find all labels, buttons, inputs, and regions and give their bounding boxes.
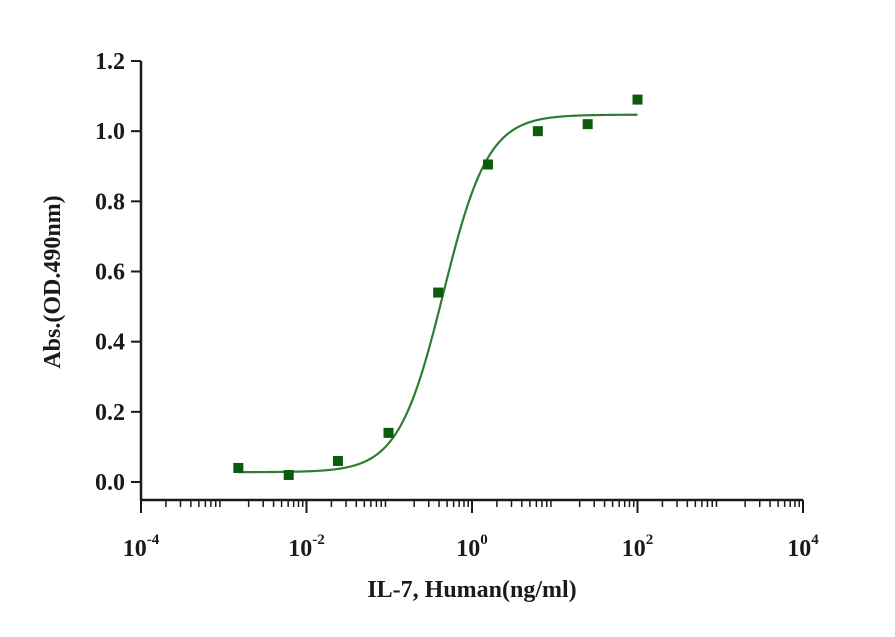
data-point <box>433 287 444 298</box>
y-tick-label: 1.2 <box>95 49 125 75</box>
data-point <box>632 94 643 105</box>
y-tick-label: 1.0 <box>95 119 125 145</box>
data-point <box>532 126 543 137</box>
x-axis-title: IL-7, Human(ng/ml) <box>367 577 576 603</box>
data-point <box>332 455 343 466</box>
data-point <box>582 119 593 130</box>
axes <box>139 61 803 502</box>
y-tick-label: 0.0 <box>95 470 125 496</box>
data-point <box>233 462 244 473</box>
x-tick-label: 104 <box>787 532 819 562</box>
x-tick-label: 10-2 <box>288 532 325 562</box>
fit-curve <box>238 113 638 474</box>
data-point <box>482 159 493 170</box>
y-tick-label: 0.4 <box>95 330 125 356</box>
x-tick-label: 102 <box>622 532 654 562</box>
tick-marks <box>131 60 804 513</box>
y-tick-label: 0.2 <box>95 400 125 426</box>
data-point <box>383 427 394 438</box>
tick-labels: 0.0 0.2 0.4 0.6 0.8 1.0 1.2 10-4 10-2 100 102 104 <box>95 49 819 562</box>
y-axis-title: Abs.(OD.490nm) <box>40 195 66 368</box>
x-tick-label: 100 <box>456 532 488 562</box>
y-tick-label: 0.6 <box>95 260 125 286</box>
fit-curve-group <box>238 113 638 474</box>
y-tick-label: 0.8 <box>95 189 125 215</box>
data-points <box>233 94 643 480</box>
x-tick-label: 10-4 <box>123 532 160 562</box>
data-point <box>283 469 294 480</box>
